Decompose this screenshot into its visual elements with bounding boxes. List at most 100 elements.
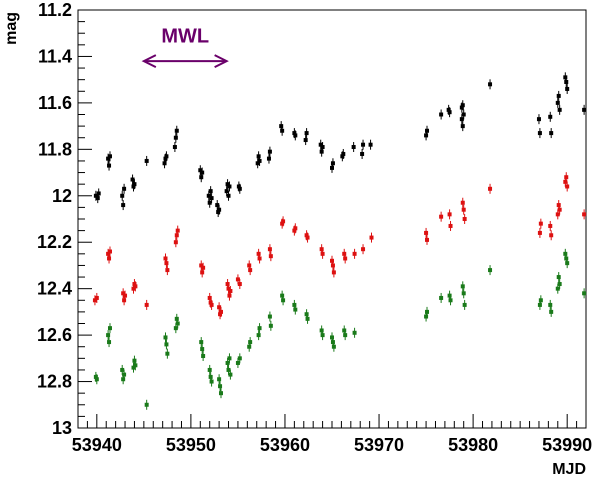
- point-marker: [460, 103, 465, 108]
- point-marker: [556, 203, 561, 208]
- point-marker: [257, 158, 262, 163]
- point-marker: [439, 112, 444, 117]
- point-marker: [459, 105, 464, 110]
- data-point: [360, 148, 365, 159]
- data-point: [368, 139, 373, 150]
- point-marker: [582, 291, 587, 296]
- data-point: [122, 369, 127, 380]
- point-marker: [281, 298, 286, 303]
- point-marker: [461, 291, 466, 296]
- data-point: [361, 244, 366, 255]
- point-marker: [279, 124, 284, 129]
- point-marker: [131, 365, 136, 370]
- data-point: [120, 190, 125, 201]
- plot-area: [77, 9, 587, 429]
- point-marker: [162, 161, 167, 166]
- point-marker: [131, 184, 136, 189]
- data-point: [163, 332, 168, 343]
- point-marker: [228, 372, 233, 377]
- point-marker: [330, 263, 335, 268]
- point-marker: [217, 305, 222, 310]
- data-point: [164, 339, 169, 350]
- point-marker: [361, 247, 366, 252]
- axes: 53940 53950 53960 53970 53980 53990 11.2 11.4 11…: [37, 0, 592, 455]
- point-marker: [341, 151, 346, 156]
- data-point: [351, 142, 356, 153]
- point-marker: [206, 193, 211, 198]
- point-marker: [200, 270, 205, 275]
- data-point: [228, 285, 233, 296]
- y-axis-title: mag: [3, 12, 20, 45]
- data-point: [281, 295, 286, 306]
- point-marker: [460, 124, 465, 129]
- y-tick-label: 12.4: [37, 279, 72, 299]
- data-point: [439, 292, 444, 303]
- point-marker: [144, 402, 149, 407]
- point-marker: [360, 151, 365, 156]
- data-point: [439, 109, 444, 120]
- data-point: [448, 220, 453, 231]
- point-marker: [217, 377, 222, 382]
- data-point: [330, 255, 334, 266]
- point-marker: [218, 391, 223, 396]
- data-point: [267, 244, 272, 255]
- point-marker: [92, 298, 97, 303]
- point-marker: [549, 233, 554, 238]
- point-marker: [330, 340, 335, 345]
- point-marker: [555, 100, 560, 105]
- data-point: [303, 135, 308, 146]
- point-marker: [164, 342, 169, 347]
- data-point: [537, 227, 542, 238]
- point-marker: [462, 302, 467, 307]
- point-marker: [226, 367, 231, 372]
- point-marker: [174, 316, 179, 321]
- point-marker: [225, 282, 230, 287]
- data-point: [556, 90, 561, 101]
- data-point: [248, 337, 253, 348]
- point-marker: [173, 240, 178, 245]
- point-marker: [563, 179, 568, 184]
- point-marker: [215, 203, 220, 208]
- point-marker: [555, 212, 560, 217]
- y-tick-label: 11.8: [38, 139, 72, 159]
- data-point: [217, 204, 222, 215]
- point-marker: [107, 154, 112, 159]
- point-marker: [331, 344, 336, 349]
- y-tick-label: 11.6: [38, 93, 72, 113]
- point-marker: [106, 251, 111, 256]
- point-marker: [538, 298, 543, 303]
- data-point: [565, 181, 570, 192]
- data-point: [548, 299, 553, 310]
- data-point: [369, 232, 374, 243]
- point-marker: [268, 254, 273, 259]
- point-marker: [320, 145, 325, 150]
- arrow-head-right: [214, 54, 229, 68]
- point-marker: [227, 356, 232, 361]
- data-point: [237, 279, 242, 290]
- point-marker: [424, 314, 429, 319]
- point-marker: [165, 351, 170, 356]
- point-marker: [537, 131, 542, 136]
- point-marker: [164, 261, 169, 266]
- point-marker: [460, 200, 465, 205]
- mwl-annotation: MWL: [141, 26, 229, 68]
- point-marker: [537, 302, 542, 307]
- data-point: [555, 209, 560, 220]
- point-marker: [201, 354, 206, 359]
- data-point: [164, 258, 169, 269]
- arrow-head-left: [141, 54, 157, 68]
- point-marker: [305, 235, 310, 240]
- data-point: [173, 237, 178, 248]
- point-marker: [237, 186, 242, 191]
- point-marker: [439, 295, 444, 300]
- point-marker: [248, 340, 253, 345]
- x-axis-title: MJD: [552, 461, 586, 478]
- point-marker: [548, 223, 553, 228]
- point-marker: [582, 107, 587, 112]
- data-point: [564, 76, 569, 87]
- point-marker: [563, 251, 568, 256]
- data-point: [565, 258, 570, 269]
- point-marker: [227, 184, 232, 189]
- data-point: [462, 214, 467, 224]
- point-marker: [330, 161, 335, 166]
